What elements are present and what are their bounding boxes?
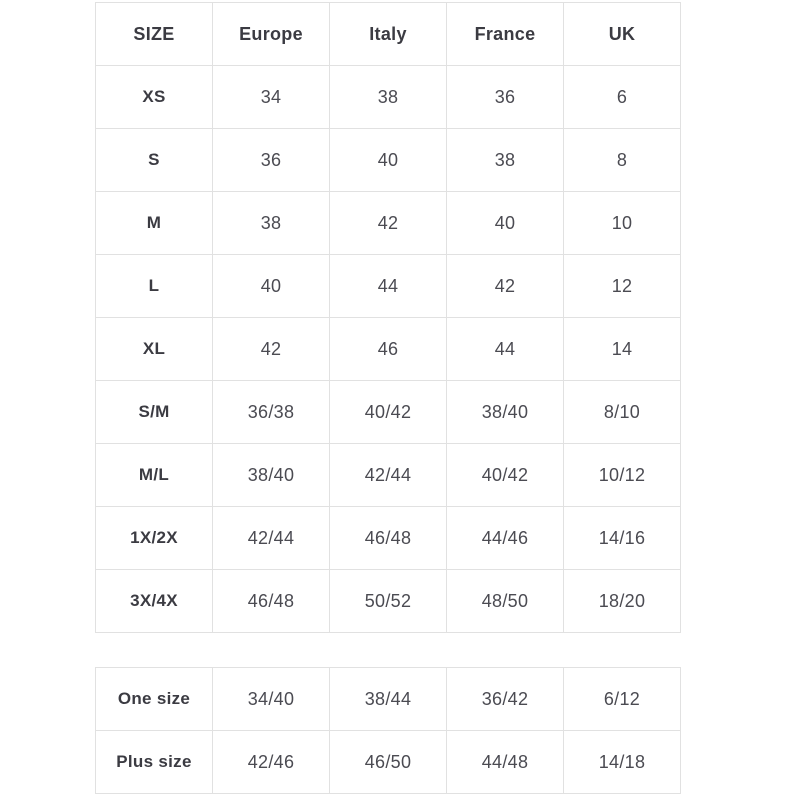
table-header: SIZE Europe Italy France UK <box>95 2 681 66</box>
size-value: 42/44 <box>212 506 330 570</box>
size-value: 38 <box>212 191 330 255</box>
size-value: 40 <box>329 128 447 192</box>
column-header: France <box>446 2 564 66</box>
size-value: 38/40 <box>446 380 564 444</box>
size-value: 42 <box>329 191 447 255</box>
size-value: 10 <box>563 191 681 255</box>
column-header: UK <box>563 2 681 66</box>
size-value: 36 <box>212 128 330 192</box>
size-label: S/M <box>95 380 213 444</box>
column-header: Italy <box>329 2 447 66</box>
size-value: 46 <box>329 317 447 381</box>
table-row: 3X/4X 46/48 50/52 48/50 18/20 <box>95 569 681 633</box>
size-value: 8 <box>563 128 681 192</box>
size-value: 40 <box>446 191 564 255</box>
size-label: L <box>95 254 213 318</box>
size-value: 18/20 <box>563 569 681 633</box>
size-value: 40 <box>212 254 330 318</box>
size-value: 6 <box>563 65 681 129</box>
size-label: 1X/2X <box>95 506 213 570</box>
table-row: M 38 42 40 10 <box>95 191 681 255</box>
size-value: 38/40 <box>212 443 330 507</box>
size-value: 36/42 <box>446 667 564 731</box>
column-header: SIZE <box>95 2 213 66</box>
size-value: 42/44 <box>329 443 447 507</box>
size-value: 44/48 <box>446 730 564 794</box>
size-value: 38 <box>329 65 447 129</box>
size-label: XL <box>95 317 213 381</box>
size-value: 6/12 <box>563 667 681 731</box>
size-value: 46/50 <box>329 730 447 794</box>
size-label: One size <box>95 667 213 731</box>
table-row: S 36 40 38 8 <box>95 128 681 192</box>
size-value: 42 <box>446 254 564 318</box>
table-row: XL 42 46 44 14 <box>95 317 681 381</box>
size-value: 36 <box>446 65 564 129</box>
size-value: 40/42 <box>446 443 564 507</box>
size-value: 48/50 <box>446 569 564 633</box>
size-label: M <box>95 191 213 255</box>
table-row: XS 34 38 36 6 <box>95 65 681 129</box>
size-value: 46/48 <box>212 569 330 633</box>
table-row: 1X/2X 42/44 46/48 44/46 14/16 <box>95 506 681 570</box>
size-value: 8/10 <box>563 380 681 444</box>
header-row: SIZE Europe Italy France UK <box>95 2 681 66</box>
size-value: 14 <box>563 317 681 381</box>
size-tables-container: SIZE Europe Italy France UK XS 34 38 36 6 S 36 40 38… <box>95 2 681 794</box>
special-size-table: One size 34/40 38/44 36/42 6/12 Plus size 42/4… <box>95 667 681 794</box>
size-value: 44 <box>329 254 447 318</box>
size-label: Plus size <box>95 730 213 794</box>
size-label: M/L <box>95 443 213 507</box>
size-label: 3X/4X <box>95 569 213 633</box>
size-value: 42 <box>212 317 330 381</box>
table-row: M/L 38/40 42/44 40/42 10/12 <box>95 443 681 507</box>
size-value: 12 <box>563 254 681 318</box>
size-value: 34/40 <box>212 667 330 731</box>
size-value: 42/46 <box>212 730 330 794</box>
column-header: Europe <box>212 2 330 66</box>
size-value: 38 <box>446 128 564 192</box>
table-row: One size 34/40 38/44 36/42 6/12 <box>95 667 681 731</box>
size-value: 38/44 <box>329 667 447 731</box>
size-value: 14/18 <box>563 730 681 794</box>
size-value: 10/12 <box>563 443 681 507</box>
table-row: Plus size 42/46 46/50 44/48 14/18 <box>95 730 681 794</box>
size-value: 44/46 <box>446 506 564 570</box>
size-value: 14/16 <box>563 506 681 570</box>
size-value: 50/52 <box>329 569 447 633</box>
size-value: 36/38 <box>212 380 330 444</box>
size-value: 40/42 <box>329 380 447 444</box>
size-label: XS <box>95 65 213 129</box>
size-value: 44 <box>446 317 564 381</box>
table-row: S/M 36/38 40/42 38/40 8/10 <box>95 380 681 444</box>
size-label: S <box>95 128 213 192</box>
size-conversion-table: SIZE Europe Italy France UK XS 34 38 36 6 S 36 40 38… <box>95 2 681 633</box>
size-value: 46/48 <box>329 506 447 570</box>
table-body: One size 34/40 38/44 36/42 6/12 Plus size 42/4… <box>95 667 681 794</box>
table-body: XS 34 38 36 6 S 36 40 38 8 M 38 42 40 10 L 40 44 42 12 XL 42 4… <box>95 65 681 633</box>
size-value: 34 <box>212 65 330 129</box>
table-row: L 40 44 42 12 <box>95 254 681 318</box>
